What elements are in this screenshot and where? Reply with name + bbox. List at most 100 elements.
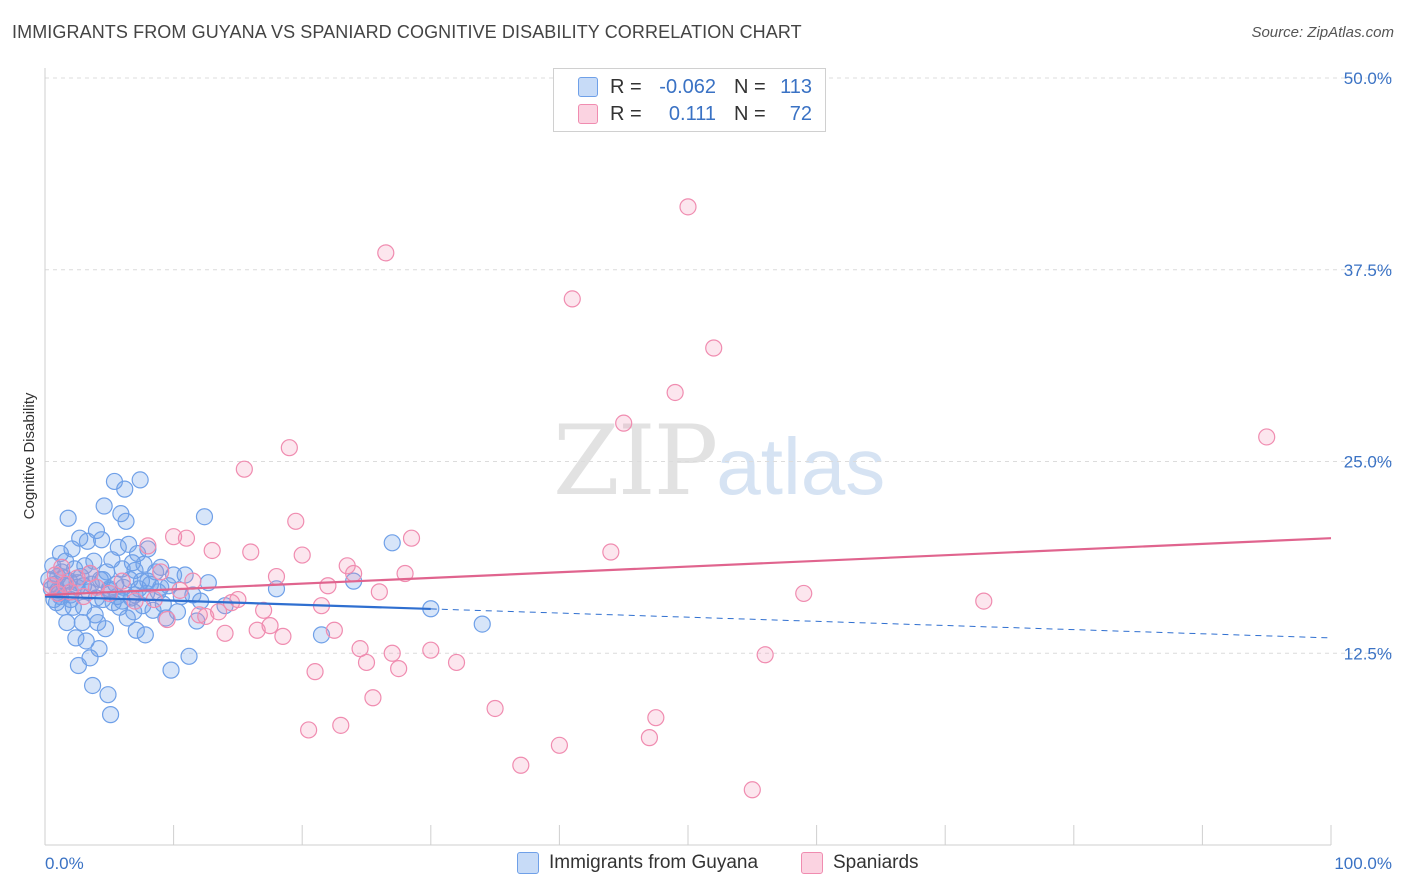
legend-n-label: N = xyxy=(734,75,766,98)
spaniard-point xyxy=(158,610,176,629)
spaniard-point xyxy=(319,577,337,595)
legend-swatch-spaniards xyxy=(578,104,598,124)
guyana-point xyxy=(383,534,401,552)
spaniard-point xyxy=(280,439,298,457)
spaniard-point xyxy=(402,529,421,547)
spaniard-point xyxy=(255,601,273,619)
spaniard-point xyxy=(62,583,80,601)
legend-item-guyana: Immigrants from Guyana xyxy=(517,852,758,874)
chart-title: IMMIGRANTS FROM GUYANA VS SPANIARD COGNI… xyxy=(12,22,802,42)
legend-r-label: R = xyxy=(610,75,642,98)
spaniard-point xyxy=(666,383,684,402)
legend-swatch-spaniards xyxy=(801,852,823,874)
spaniard-point xyxy=(68,569,86,587)
guyana-point xyxy=(55,569,73,587)
spaniard-point xyxy=(351,640,369,658)
spaniard-point xyxy=(248,621,266,639)
spaniard-point xyxy=(377,244,395,262)
guyana-point xyxy=(152,558,170,576)
legend-n-label: N = xyxy=(734,102,766,125)
spaniard-point xyxy=(390,659,408,678)
x-tick-label: 0.0% xyxy=(45,854,84,873)
legend-label-spaniards: Spaniards xyxy=(833,852,919,873)
legend-row-spaniards: R = 0.111 N = 72 xyxy=(578,102,812,126)
spaniard-point xyxy=(1258,428,1276,446)
spaniard-point xyxy=(679,198,697,216)
grid-lines xyxy=(45,77,1392,654)
spaniard-point xyxy=(647,709,665,727)
spaniard-point xyxy=(396,564,414,583)
guyana-point xyxy=(162,661,180,679)
y-tick-label: 12.5% xyxy=(1344,644,1392,663)
spaniard-point xyxy=(422,641,440,659)
guyana-point xyxy=(90,640,108,658)
guyana-point xyxy=(126,561,144,580)
legend-r-value: 0.111 xyxy=(668,102,716,125)
guyana-point xyxy=(58,613,76,632)
spaniard-point xyxy=(325,621,343,639)
trend-line-dashed-guyana xyxy=(430,608,1332,639)
tick-labels: 12.5% 25.0% 37.5% 50.0% 0.0% 100.0% xyxy=(45,69,1392,873)
y-tick-label: 25.0% xyxy=(1344,453,1392,472)
guyana-point xyxy=(77,632,95,650)
guyana-point xyxy=(95,497,113,515)
legend-swatch-guyana xyxy=(517,852,539,874)
spaniard-point xyxy=(640,729,659,747)
spaniard-point xyxy=(447,653,466,672)
guyana-point xyxy=(136,626,154,644)
spaniard-point xyxy=(190,606,208,624)
spaniard-point xyxy=(184,572,202,590)
guyana-point xyxy=(473,615,491,633)
spaniard-point xyxy=(486,699,504,718)
spaniard-point xyxy=(197,607,215,626)
spaniard-point xyxy=(81,564,99,583)
legend-row-guyana: R = -0.062 N = 113 xyxy=(578,75,812,99)
guyana-point xyxy=(312,626,331,644)
legend-item-spaniards: Spaniards xyxy=(801,852,919,874)
guyana-point xyxy=(118,609,136,627)
correlation-legend: R = -0.062 N = 113 R = 0.111 N = 72 xyxy=(553,68,826,132)
guyana-point xyxy=(96,620,115,638)
spaniard-point xyxy=(235,460,253,478)
guyana-point xyxy=(59,509,77,527)
guyana-point xyxy=(81,649,99,667)
legend-swatch-guyana xyxy=(578,77,598,97)
spaniard-point xyxy=(975,592,993,610)
spaniard-point xyxy=(357,653,376,672)
spaniard-point xyxy=(210,603,228,621)
spaniard-point xyxy=(364,689,382,707)
spaniard-point xyxy=(602,543,620,561)
spaniard-point xyxy=(177,529,196,547)
guyana-point xyxy=(67,629,85,647)
spaniard-point xyxy=(615,414,633,432)
spaniard-point xyxy=(53,558,71,576)
y-axis-label: Cognitive Disability xyxy=(21,392,38,519)
legend-label-guyana: Immigrants from Guyana xyxy=(549,852,759,873)
trend-lines xyxy=(44,537,1332,639)
spaniard-point xyxy=(113,572,131,590)
spaniard-point xyxy=(216,624,234,642)
spaniard-point xyxy=(332,716,350,734)
spaniard-point xyxy=(550,736,569,754)
axes xyxy=(44,68,1332,846)
spaniard-point xyxy=(126,592,144,610)
spaniard-point xyxy=(242,543,260,561)
spaniard-point xyxy=(229,590,247,609)
spaniard-point xyxy=(370,583,388,601)
guyana-point xyxy=(83,676,102,695)
guyana-point xyxy=(180,647,198,665)
spaniard-point xyxy=(203,541,221,560)
watermark-zip: ZIP xyxy=(553,405,718,517)
series-legend: Immigrants from Guyana Spaniards xyxy=(0,852,1406,878)
guyana-point xyxy=(101,706,120,724)
spaniard-point xyxy=(563,290,581,308)
watermark-atlas: atlas xyxy=(716,422,886,511)
spaniard-point xyxy=(743,781,761,799)
guyana-point xyxy=(195,508,214,526)
y-tick-label: 37.5% xyxy=(1344,261,1392,280)
guyana-point xyxy=(92,531,111,549)
guyana-point xyxy=(116,480,134,498)
spaniard-point xyxy=(512,756,530,774)
watermark: ZIPatlas xyxy=(553,405,885,517)
